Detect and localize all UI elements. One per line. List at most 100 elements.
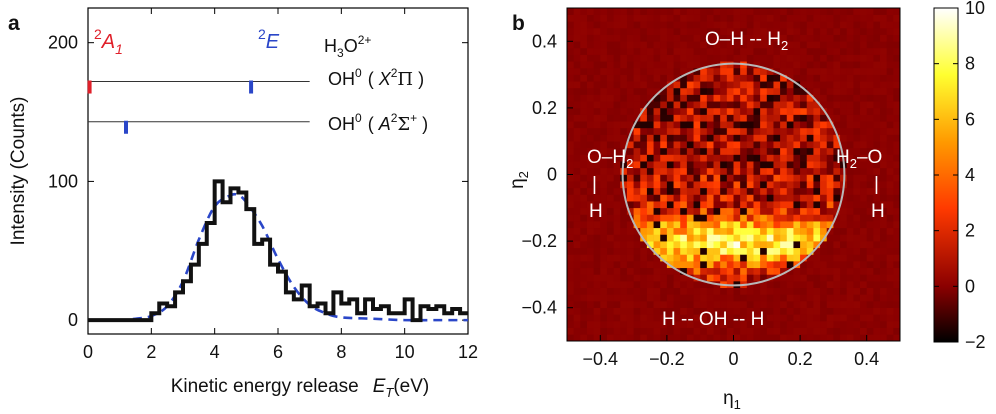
heatmap-cell (820, 81, 828, 89)
heatmap-cell (873, 61, 881, 69)
heatmap-cell (706, 287, 714, 295)
heatmap-cell (640, 207, 648, 215)
heatmap-cell (773, 34, 781, 42)
heatmap-cell (733, 127, 741, 135)
heatmap-cell (593, 114, 601, 122)
heatmap-cell (586, 14, 594, 22)
heatmap-cell (666, 254, 674, 262)
heatmap-cell (593, 87, 601, 95)
heatmap-cell (680, 221, 688, 229)
heatmap-cell (706, 81, 714, 89)
heatmap-cell (866, 94, 874, 102)
heatmap-cell (706, 181, 714, 189)
heatmap-cell (720, 174, 728, 182)
heatmap-cell (713, 307, 721, 315)
heatmap-cell (567, 181, 574, 189)
heatmap-cell (793, 61, 801, 69)
heatmap-cell (573, 321, 581, 328)
heatmap-cell (653, 207, 661, 215)
heatmap-cell (733, 74, 741, 82)
heatmap-cell (766, 114, 774, 122)
heatmap-cell (806, 127, 814, 135)
heatmap-cell (833, 227, 841, 235)
heatmap-cell (866, 81, 874, 89)
heatmap-cell (760, 207, 768, 215)
heatmap-cell (626, 334, 634, 342)
heatmap-cell (853, 234, 861, 242)
heatmap-cell (713, 41, 721, 49)
heatmap-cell (766, 321, 774, 328)
heatmap-cell (866, 34, 874, 42)
heatmap-cell (686, 74, 694, 82)
heatmap-cell (593, 247, 601, 255)
heatmap-cell (780, 107, 788, 115)
heatmap-cell (886, 274, 894, 282)
heatmap-cell (720, 261, 728, 269)
heatmap-cell (600, 301, 608, 308)
heatmap-cell (713, 247, 721, 255)
heatmap-cell (753, 74, 761, 82)
heatmap-cell (873, 201, 881, 209)
heatmap-cell (853, 94, 861, 102)
heatmap-cell (786, 161, 794, 169)
heatmap-cell (866, 281, 874, 289)
heatmap-cell (646, 141, 654, 149)
heatmap-cell (573, 187, 581, 195)
heatmap-cell (833, 134, 841, 142)
heatmap-cell (693, 14, 701, 22)
heatmap-cell (753, 261, 761, 269)
heatmap-cell (853, 154, 861, 162)
heatmap-cell (780, 47, 788, 55)
heatmap-cell (606, 141, 614, 149)
heatmap-cell (620, 301, 628, 308)
heatmap-cell (806, 141, 814, 149)
heatmap-cell (706, 41, 714, 49)
heatmap-cell (606, 307, 614, 315)
heatmap-cell (686, 174, 694, 182)
heatmap-cell (753, 294, 761, 302)
heatmap-cell (593, 254, 601, 262)
heatmap-cell (600, 21, 608, 29)
heatmap-cell (733, 234, 741, 242)
heatmap-cell (846, 181, 854, 189)
heatmap-cell (833, 207, 841, 215)
heatmap-cell (666, 221, 674, 229)
heatmap-cell (686, 14, 694, 22)
heatmap-cell (820, 207, 828, 215)
heatmap-cell (720, 274, 728, 282)
heatmap-cell (593, 194, 601, 202)
heatmap-cell (866, 241, 874, 249)
heatmap-cell (840, 221, 848, 229)
x-tick-label: 12 (458, 342, 478, 362)
heatmap-cell (626, 301, 634, 308)
heatmap-cell (893, 254, 901, 262)
heatmap-cell (673, 274, 681, 282)
heatmap-cell (653, 14, 661, 22)
heatmap-cell (833, 27, 841, 35)
heatmap-cell (700, 167, 708, 175)
heatmap-cell (680, 334, 688, 342)
heatmap-cell (713, 74, 721, 82)
heatmap-cell (633, 241, 641, 249)
heatmap-cell (700, 114, 708, 122)
heatmap-cell (760, 334, 768, 342)
heatmap-cell (840, 334, 848, 342)
heatmap-cell (673, 334, 681, 342)
heatmap-cell (593, 334, 601, 342)
heatmap-cell (693, 261, 701, 269)
heatmap-cell (780, 261, 788, 269)
heatmap-cell (886, 114, 894, 122)
heatmap-cell (673, 267, 681, 275)
heatmap-cell (880, 81, 887, 89)
heatmap-cell (753, 254, 761, 262)
heatmap-cell (693, 67, 701, 75)
heatmap-cell (800, 167, 808, 175)
heatmap-cell (613, 94, 621, 102)
heatmap-cell (593, 27, 601, 35)
heatmap-cell (686, 8, 694, 15)
heatmap-cell (646, 167, 654, 175)
heatmap-cell (593, 174, 601, 182)
heatmap-cell (793, 121, 801, 129)
heatmap-cell (580, 234, 588, 242)
heatmap-cell (793, 81, 801, 89)
